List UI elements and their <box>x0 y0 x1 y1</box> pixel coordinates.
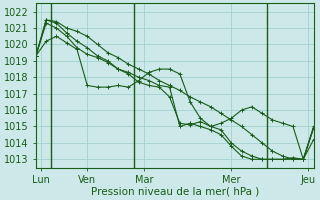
X-axis label: Pression niveau de la mer( hPa ): Pression niveau de la mer( hPa ) <box>91 187 259 197</box>
